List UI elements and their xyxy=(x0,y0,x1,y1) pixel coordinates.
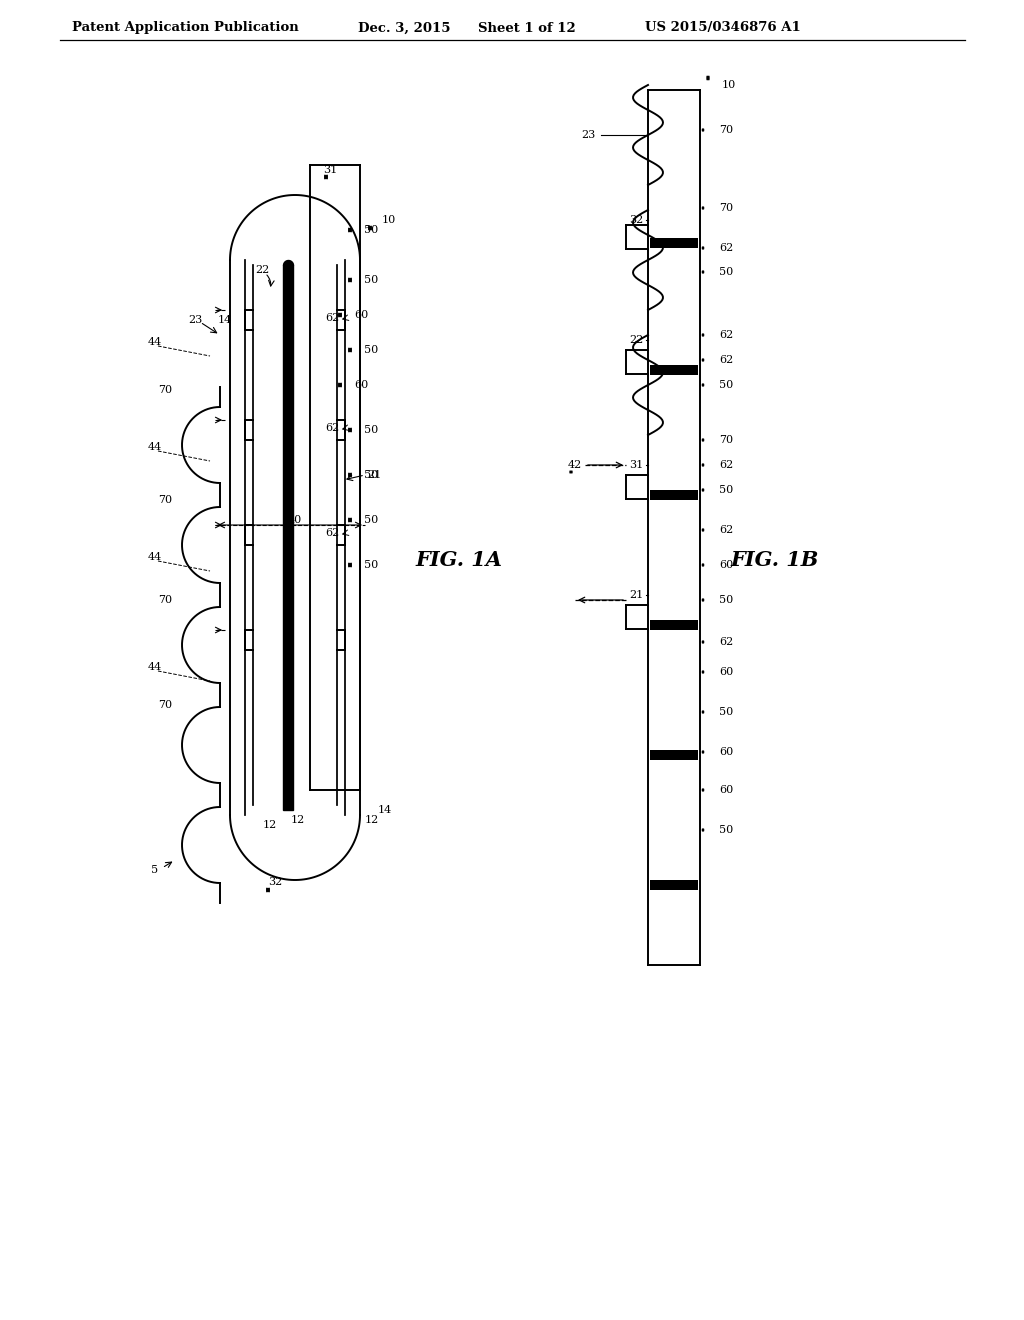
Text: 50: 50 xyxy=(364,470,378,480)
Text: 32: 32 xyxy=(268,876,283,887)
Text: 21: 21 xyxy=(367,470,381,480)
Text: 60: 60 xyxy=(719,560,733,570)
Text: 50: 50 xyxy=(719,267,733,277)
Text: 44: 44 xyxy=(147,442,162,451)
Text: 60: 60 xyxy=(354,310,369,319)
Text: 44: 44 xyxy=(147,337,162,347)
Text: 44: 44 xyxy=(147,663,162,672)
Text: 50: 50 xyxy=(719,595,733,605)
Text: 70: 70 xyxy=(719,125,733,135)
Text: 60: 60 xyxy=(719,667,733,677)
Text: 70: 70 xyxy=(158,595,172,605)
Text: 62: 62 xyxy=(719,243,733,253)
Text: 50: 50 xyxy=(364,515,378,525)
Text: 70: 70 xyxy=(719,436,733,445)
Text: 62: 62 xyxy=(719,459,733,470)
Text: US 2015/0346876 A1: US 2015/0346876 A1 xyxy=(645,21,801,34)
Text: 70: 70 xyxy=(158,495,172,506)
Text: 62: 62 xyxy=(719,638,733,647)
Text: 10: 10 xyxy=(382,215,396,224)
Text: 50: 50 xyxy=(719,484,733,495)
Text: 60: 60 xyxy=(719,747,733,756)
Text: 70: 70 xyxy=(158,385,172,395)
Text: 50: 50 xyxy=(364,224,378,235)
Text: 70: 70 xyxy=(158,700,172,710)
Text: 62: 62 xyxy=(719,330,733,341)
Text: 70: 70 xyxy=(719,203,733,213)
Text: 62: 62 xyxy=(325,422,339,433)
Text: 14: 14 xyxy=(218,315,232,325)
Text: 12: 12 xyxy=(291,814,305,825)
Text: 62: 62 xyxy=(325,528,339,539)
Text: 60: 60 xyxy=(719,785,733,795)
Text: FIG. 1A: FIG. 1A xyxy=(415,550,502,570)
Text: 50: 50 xyxy=(364,345,378,355)
Text: 23: 23 xyxy=(187,315,202,325)
Text: 40: 40 xyxy=(288,515,302,525)
Text: 5: 5 xyxy=(152,865,159,875)
Bar xyxy=(650,750,698,760)
Text: Dec. 3, 2015: Dec. 3, 2015 xyxy=(358,21,451,34)
Text: 31: 31 xyxy=(629,459,643,470)
Text: 50: 50 xyxy=(364,425,378,436)
Text: 21: 21 xyxy=(629,590,643,601)
Text: 42: 42 xyxy=(568,459,582,470)
Text: 62: 62 xyxy=(719,525,733,535)
Text: 23: 23 xyxy=(582,129,596,140)
Text: FIG. 1B: FIG. 1B xyxy=(730,550,818,570)
Text: 50: 50 xyxy=(719,825,733,836)
Text: 44: 44 xyxy=(147,552,162,562)
Bar xyxy=(650,880,698,890)
Text: 50: 50 xyxy=(364,275,378,285)
Text: 50: 50 xyxy=(719,708,733,717)
Text: Patent Application Publication: Patent Application Publication xyxy=(72,21,299,34)
Bar xyxy=(650,238,698,248)
Text: 22: 22 xyxy=(255,265,269,275)
Text: 62: 62 xyxy=(325,313,339,323)
Text: 10: 10 xyxy=(722,81,736,90)
Text: 22: 22 xyxy=(629,335,643,345)
Text: Sheet 1 of 12: Sheet 1 of 12 xyxy=(478,21,575,34)
Text: 12: 12 xyxy=(365,814,379,825)
Text: 31: 31 xyxy=(323,165,337,176)
Text: 14: 14 xyxy=(378,805,392,814)
Text: 50: 50 xyxy=(719,380,733,389)
Text: 12: 12 xyxy=(263,820,278,830)
Bar xyxy=(283,265,293,810)
Text: 62: 62 xyxy=(719,355,733,366)
Bar xyxy=(650,490,698,500)
Text: 50: 50 xyxy=(364,560,378,570)
Bar xyxy=(650,366,698,375)
Text: 60: 60 xyxy=(354,380,369,389)
Bar xyxy=(650,620,698,630)
Text: 32: 32 xyxy=(629,215,643,224)
